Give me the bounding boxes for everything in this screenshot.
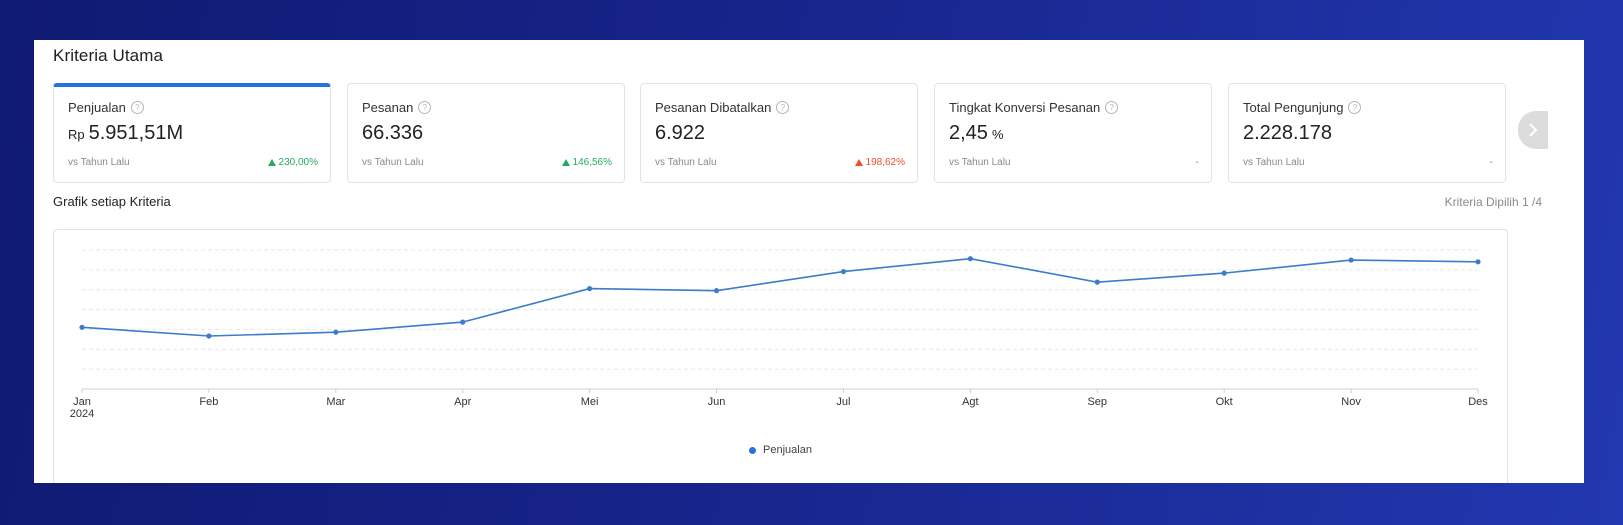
next-cards-button[interactable]: [1518, 111, 1548, 149]
x-tick-label: Des: [1468, 396, 1488, 408]
chevron-right-icon: [1529, 123, 1538, 137]
chart-section-title: Grafik setiap Kriteria: [53, 194, 171, 209]
key-metrics-panel: Kriteria Utama Penjualan ? Rp 5.951,51M …: [34, 40, 1584, 483]
chart-container: Jan Feb Mar Apr Mei Jun Jul Agt Sep Okt Nov Des 2024…: [53, 229, 1508, 483]
triangle-up-icon: [267, 159, 276, 166]
metric-label: Total Pengunjung: [1243, 100, 1344, 115]
metric-value-number: 6.922: [655, 122, 706, 144]
chart-legend[interactable]: Penjualan: [54, 444, 1507, 456]
metric-value: 2,45 %: [949, 122, 1004, 145]
metric-label: Pesanan Dibatalkan: [655, 100, 772, 115]
metric-card-penjualan[interactable]: Penjualan ? Rp 5.951,51M vs Tahun Lalu 2…: [53, 83, 331, 183]
metric-card-pesanan-dibatalkan[interactable]: Pesanan Dibatalkan ? 6.922 vs Tahun Lalu…: [640, 83, 918, 183]
metric-value: 6.922: [655, 122, 705, 145]
metric-label: Penjualan: [68, 100, 126, 115]
data-point: [967, 256, 973, 262]
change-indicator: 146,56%: [561, 157, 612, 168]
legend-marker: [749, 446, 757, 454]
compare-label: vs Tahun Lalu: [1243, 157, 1305, 168]
x-year-label: 2024: [70, 408, 94, 420]
x-tick-label: Agt: [962, 396, 979, 408]
compare-label: vs Tahun Lalu: [68, 157, 130, 168]
change-indicator: 198,62%: [854, 157, 905, 168]
x-tick-label: Apr: [454, 396, 471, 408]
metric-label: Tingkat Konversi Pesanan: [949, 100, 1101, 115]
question-circle-icon[interactable]: ?: [130, 101, 144, 114]
data-point: [1475, 259, 1481, 265]
x-tick-label: Sep: [1087, 396, 1107, 408]
data-point: [333, 329, 339, 335]
currency-label: Rp: [68, 127, 85, 142]
change-indicator: 230,00%: [267, 157, 318, 168]
data-point: [1094, 279, 1100, 285]
question-circle-icon[interactable]: ?: [1348, 101, 1362, 114]
panel-title: Kriteria Utama: [53, 46, 164, 65]
x-tick-label: Okt: [1216, 396, 1233, 408]
metric-value: 66.336: [362, 122, 423, 145]
line-chart: Jan Feb Mar Apr Mei Jun Jul Agt Sep Okt Nov Des 2024: [70, 249, 1488, 420]
metric-value: 2.228.178: [1243, 122, 1332, 145]
change-value: -: [1195, 157, 1199, 168]
data-point: [1221, 270, 1227, 276]
data-point: [713, 288, 720, 294]
x-tick-label: Feb: [199, 396, 218, 408]
change-value: -: [1489, 157, 1493, 168]
metric-value-number: 66.336: [362, 122, 424, 144]
data-point: [206, 333, 212, 339]
series-line-penjualan: [81, 257, 1479, 337]
question-circle-icon[interactable]: ?: [776, 101, 790, 114]
data-point: [1348, 257, 1354, 263]
metric-card-tingkat-konversi[interactable]: Tingkat Konversi Pesanan ? 2,45 % vs Tah…: [934, 83, 1212, 183]
triangle-up-icon: [854, 159, 863, 166]
metric-value-number: 5.951,51M: [88, 122, 184, 144]
metric-value-number: 2.228.178: [1243, 122, 1332, 144]
metric-label: Pesanan: [362, 100, 414, 115]
compare-label: vs Tahun Lalu: [949, 157, 1011, 168]
x-tick-label: Mei: [581, 396, 599, 408]
x-tick-label: Nov: [1341, 396, 1361, 408]
change-indicator: -: [1490, 157, 1493, 168]
compare-label: vs Tahun Lalu: [655, 157, 717, 168]
metric-card-pesanan[interactable]: Pesanan ? 66.336 vs Tahun Lalu 146,56%: [347, 83, 625, 183]
data-point: [587, 285, 593, 292]
x-tick-label: Mar: [326, 396, 345, 408]
change-value: 146,56%: [572, 157, 612, 168]
unit-label: %: [991, 127, 1004, 142]
metric-value-number: 2,45: [949, 122, 988, 144]
compare-label: vs Tahun Lalu: [362, 157, 424, 168]
change-value: 230,00%: [278, 157, 318, 168]
question-circle-icon[interactable]: ?: [1105, 101, 1119, 114]
data-point: [840, 268, 847, 275]
data-point: [79, 324, 85, 330]
data-point: [460, 319, 466, 325]
legend-label: Penjualan: [763, 444, 812, 456]
metric-card-total-pengunjung[interactable]: Total Pengunjung ? 2.228.178 vs Tahun La…: [1228, 83, 1506, 183]
triangle-up-icon: [561, 159, 570, 166]
x-tick-label: Jan: [73, 396, 91, 408]
selected-criteria-count: Kriteria Dipilih 1 /4: [1444, 195, 1542, 209]
change-indicator: -: [1196, 157, 1199, 168]
question-circle-icon[interactable]: ?: [418, 101, 432, 114]
metric-value: Rp 5.951,51M: [68, 122, 183, 145]
change-value: 198,62%: [865, 157, 905, 168]
x-tick-label: Jun: [708, 396, 726, 408]
x-tick-label: Jul: [836, 396, 850, 408]
